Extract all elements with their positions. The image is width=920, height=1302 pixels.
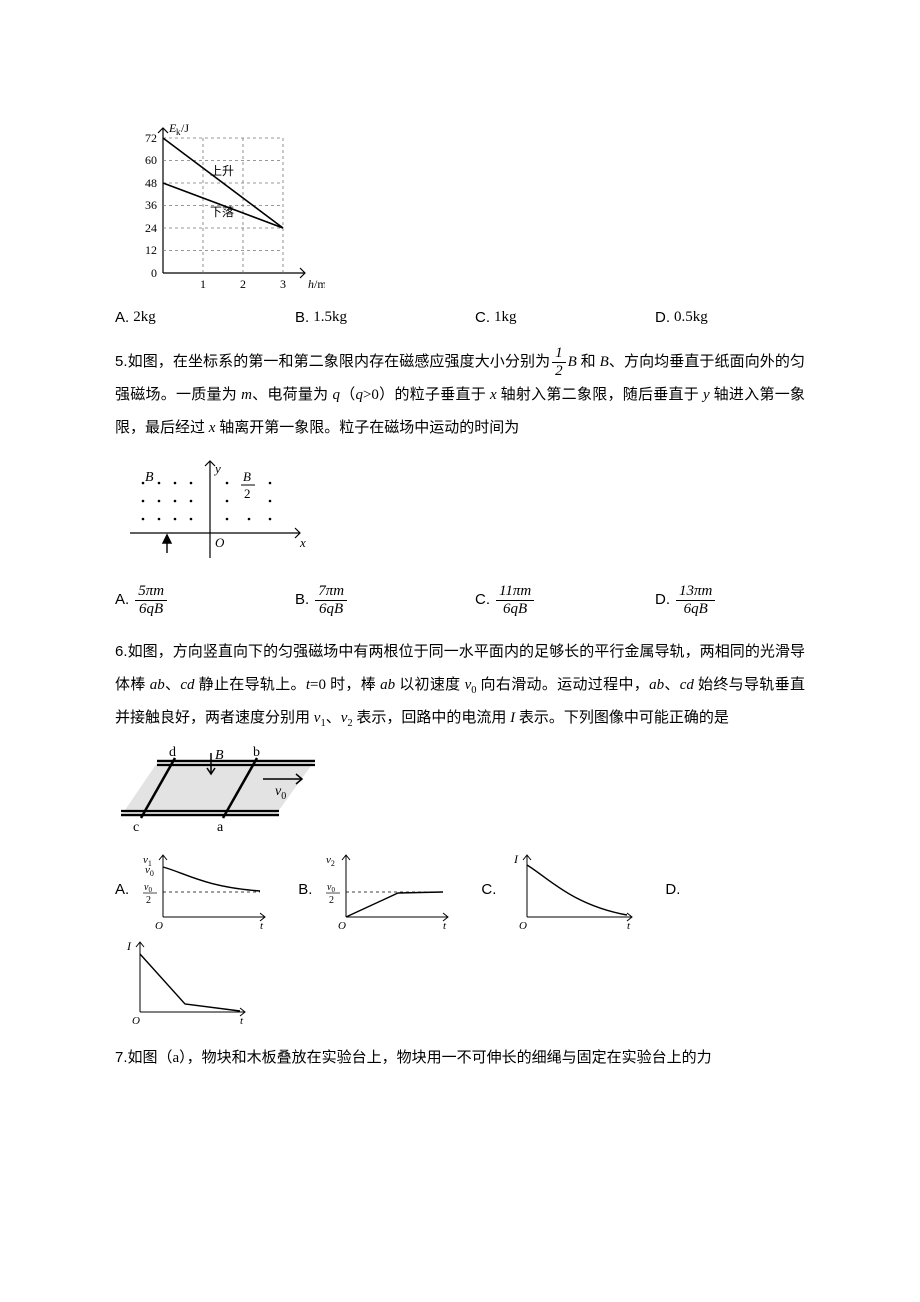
q5-option-d: D. 13πm 6qB [655,583,775,617]
option-label: B. [298,877,312,903]
q4-option-c: C. 1kg [475,305,655,331]
svg-text:v0: v0 [144,882,152,894]
q6-stem: 6.如图，方向竖直向下的匀强磁场中有两根位于同一水平面内的足够长的平行金属导轨，… [115,635,805,735]
option-frac: 7πm 6qB [315,583,347,617]
option-label: C. [475,305,490,331]
q6-chart-a: v1 v0 v0 2 O t [135,847,270,932]
option-label: A. [115,305,129,331]
svg-text:O: O [338,920,346,932]
q5-option-b: B. 7πm 6qB [295,583,475,617]
option-frac: 11πm 6qB [496,583,534,617]
option-label: C. [481,877,496,903]
q7-number: 7. [115,1049,128,1066]
page: 上升 下落 0 12 24 36 48 60 72 1 2 3 E k /J h… [0,0,920,1302]
option-label: A. [115,877,129,903]
q6-option-a: A. v1 v0 v0 2 O t [115,847,270,932]
q6-chart-b: v2 v0 2 O t [318,847,453,932]
svg-text:72: 72 [145,131,157,145]
svg-text:v0: v0 [145,864,154,878]
svg-text:x: x [299,535,306,550]
svg-text:I: I [126,939,132,953]
option-label: D. [665,877,680,903]
option-frac: 5πm 6qB [135,583,167,617]
svg-text:v2: v2 [326,854,335,868]
q4-options: A. 2kg B. 1.5kg C. 1kg D. 0.5kg [115,305,805,331]
option-text: 0.5kg [674,305,708,331]
svg-text:t: t [260,920,264,932]
q5-diagram-svg: B B 2 y x O [115,453,315,571]
svg-text:2: 2 [329,895,334,906]
q5-option-c: C. 11πm 6qB [475,583,655,617]
option-label: A. [115,587,129,613]
q5-option-a: A. 5πm 6qB [115,583,295,617]
svg-text:60: 60 [145,153,157,167]
option-text: 1.5kg [313,305,347,331]
svg-text:48: 48 [145,176,157,190]
q6-options-row: A. v1 v0 v0 2 O t [115,847,805,932]
q6-chart-d: I O t [115,934,250,1029]
svg-text:I: I [513,852,519,866]
svg-text:3: 3 [280,277,286,291]
svg-text:h/m: h/m [308,277,325,291]
q6-option-b: B. v2 v0 2 O t [298,847,453,932]
q6-option-d: I O t [115,934,805,1029]
svg-text:1: 1 [200,277,206,291]
q5-text-1: 如图，在坐标系的第一和第二象限内存在磁感应强度大小分别为 [128,354,551,370]
option-label: D. [655,587,670,613]
option-frac: 13πm 6qB [676,583,715,617]
q7-text: 如图（a），物块和木板叠放在实验台上，物块用一不可伸长的细绳与固定在实验台上的力 [128,1050,712,1066]
q4-series-up-label: 上升 [210,164,234,178]
svg-text:t: t [240,1015,244,1027]
svg-text:O: O [519,920,527,932]
svg-text:0: 0 [151,266,157,280]
svg-text:B: B [145,470,154,485]
svg-text:t: t [627,920,631,932]
svg-text:B: B [243,469,251,484]
svg-text:2: 2 [146,895,151,906]
option-label: B. [295,587,309,613]
option-text: 2kg [133,305,156,331]
q7-stem: 7.如图（a），物块和木板叠放在实验台上，物块用一不可伸长的细绳与固定在实验台上… [115,1043,805,1073]
svg-text:24: 24 [145,221,157,235]
q4-chart-svg: 上升 下落 0 12 24 36 48 60 72 1 2 3 E k /J h… [115,118,325,293]
svg-text:/J: /J [181,121,189,135]
svg-text:2: 2 [244,486,251,501]
q5-stem: 5.如图，在坐标系的第一和第二象限内存在磁感应强度大小分别为12B 和 B、方向… [115,345,805,446]
svg-text:b: b [253,745,260,760]
q6-option-c: C. I O t [481,847,637,932]
q6-number: 6. [115,643,128,660]
option-text: 1kg [494,305,517,331]
q4-chart: 上升 下落 0 12 24 36 48 60 72 1 2 3 E k /J h… [115,118,805,293]
svg-text:B: B [215,748,224,763]
svg-text:y: y [213,461,221,476]
svg-text:t: t [443,920,447,932]
svg-text:2: 2 [240,277,246,291]
q4-option-d: D. 0.5kg [655,305,775,331]
q6-chart-c: I O t [502,847,637,932]
svg-text:a: a [217,820,224,835]
q5-frac: 12 [552,345,566,379]
q6-option-d-label: D. [665,877,686,903]
option-label: C. [475,587,490,613]
q5-number: 5. [115,353,128,370]
q4-option-a: A. 2kg [115,305,295,331]
svg-text:c: c [133,820,139,835]
q5-options: A. 5πm 6qB B. 7πm 6qB C. 11πm 6qB D. 13π… [115,583,805,617]
svg-text:v0: v0 [327,882,335,894]
option-label: D. [655,305,670,331]
svg-text:d: d [169,745,176,760]
q6-diagram-svg: d c b a B v0 [115,743,320,835]
svg-text:O: O [155,920,163,932]
svg-text:O: O [215,535,225,550]
q4-series-down-label: 下落 [210,205,234,219]
svg-text:36: 36 [145,198,157,212]
q5-diagram: B B 2 y x O [115,453,805,571]
q6-diagram: d c b a B v0 [115,743,805,835]
option-label: B. [295,305,309,331]
q4-option-b: B. 1.5kg [295,305,475,331]
svg-text:O: O [132,1015,140,1027]
svg-text:12: 12 [145,243,157,257]
